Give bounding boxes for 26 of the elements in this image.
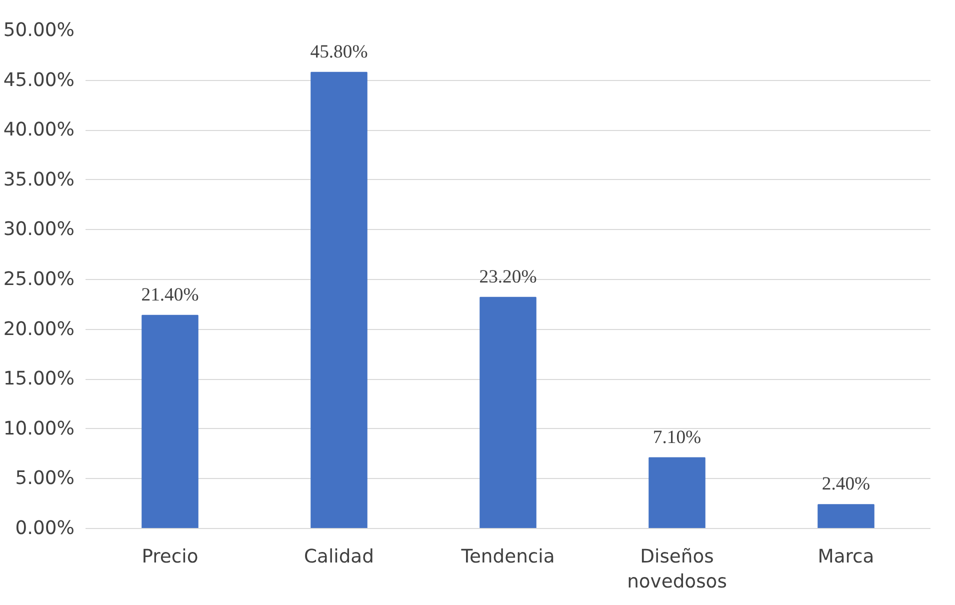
x-tick-label: Tendencia [460, 546, 555, 568]
y-tick-label: 30.00% [3, 219, 75, 240]
data-label: 7.10% [652, 426, 702, 448]
x-tick-label: Marca [818, 546, 874, 568]
data-label: 21.40% [141, 284, 199, 306]
data-label: 45.80% [310, 41, 368, 62]
bar [818, 504, 874, 528]
x-tick-label: Calidad [304, 546, 374, 568]
y-tick-label: 25.00% [3, 269, 75, 290]
y-tick-label: 50.00% [3, 20, 75, 41]
bar [142, 314, 198, 528]
x-tick-label: Diseños novedosos [627, 546, 727, 593]
y-tick-label: 40.00% [3, 120, 75, 141]
bar [480, 296, 536, 528]
y-tick-label: 0.00% [15, 518, 75, 539]
data-label: 23.20% [479, 266, 537, 288]
y-tick-label: 15.00% [3, 368, 75, 390]
y-tick-label: 45.00% [3, 70, 75, 91]
bar [310, 72, 368, 528]
y-tick-label: 20.00% [3, 318, 75, 340]
y-tick-label: 35.00% [3, 169, 75, 190]
bar [648, 457, 706, 528]
x-tick-label: Precio [142, 546, 198, 568]
data-label: 2.40% [822, 474, 870, 495]
y-tick-label: 10.00% [3, 418, 75, 440]
y-tick-label: 5.00% [15, 468, 75, 490]
